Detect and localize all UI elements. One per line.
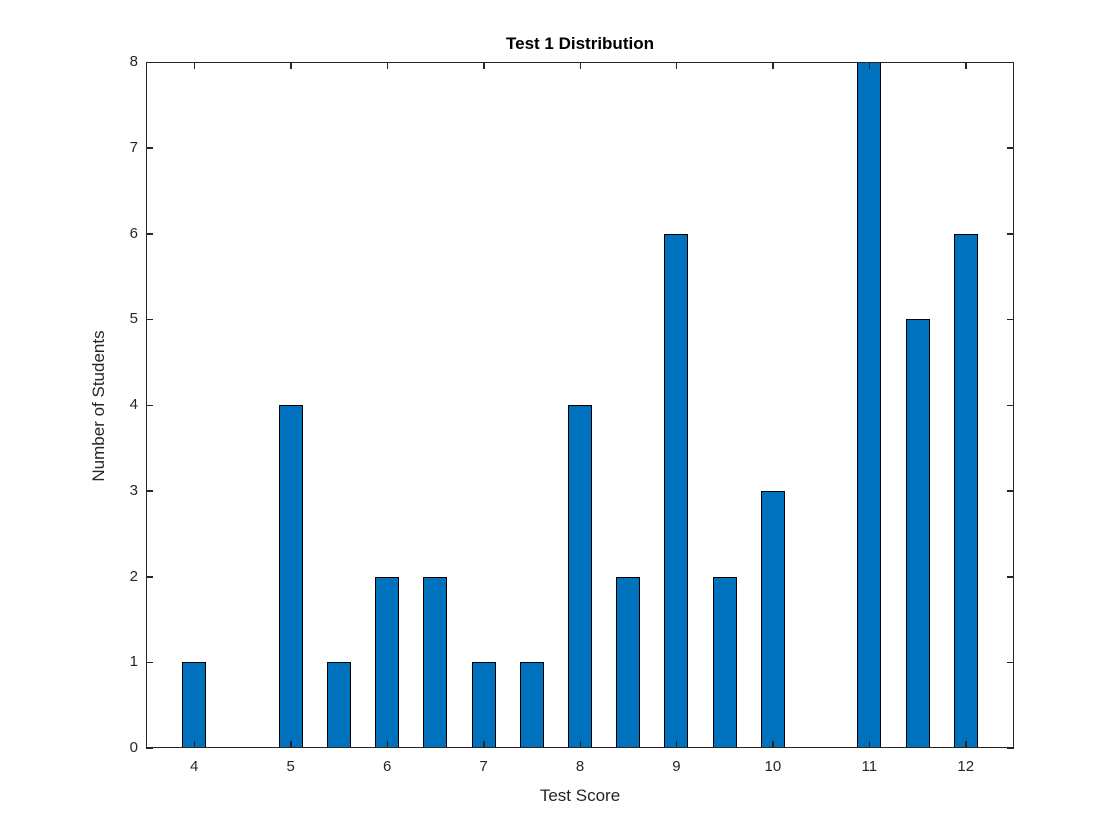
y-tick-left <box>146 490 153 492</box>
x-axis-label: Test Score <box>539 786 621 805</box>
x-tick-top <box>772 62 774 69</box>
x-tick-top <box>483 62 485 69</box>
x-tick-bottom <box>772 741 774 748</box>
y-tick-left <box>146 576 153 578</box>
y-tick-label-3: 3 <box>129 481 138 499</box>
y-tick-label-6: 6 <box>129 224 138 242</box>
x-tick-bottom <box>386 741 389 748</box>
y-tick-right <box>1007 233 1014 235</box>
bar-x-11 <box>857 62 882 748</box>
x-tick-label-9: 9 <box>672 758 681 775</box>
x-tick-label-7: 7 <box>479 758 488 775</box>
x-tick-top <box>965 62 967 69</box>
bar-x-5 <box>278 405 303 748</box>
y-tick-left <box>146 61 153 63</box>
y-tick-left <box>146 404 153 406</box>
x-tick-bottom <box>483 741 485 748</box>
x-tick-top <box>579 62 581 69</box>
y-tick-left <box>146 661 153 664</box>
bar-x-8 <box>567 405 593 748</box>
y-tick-left <box>146 233 153 235</box>
y-tick-right <box>1007 404 1014 406</box>
bar-x-12 <box>953 233 978 748</box>
x-tick-bottom <box>579 741 581 748</box>
bar-x-9 <box>664 233 689 748</box>
x-tick-bottom <box>290 741 292 748</box>
x-tick-bottom <box>965 741 967 748</box>
bar-x-8.5 <box>616 576 641 748</box>
x-tick-bottom <box>193 741 196 748</box>
bar-x-4 <box>182 662 207 748</box>
x-tick-label-6: 6 <box>382 758 392 775</box>
bar-x-7.5 <box>519 662 544 748</box>
x-tick-top <box>193 62 196 69</box>
bar-x-11.5 <box>905 319 930 748</box>
y-tick-left <box>146 747 153 749</box>
x-tick-label-4: 4 <box>190 758 199 775</box>
x-tick-label-11: 11 <box>861 758 878 775</box>
x-tick-label-5: 5 <box>286 758 295 775</box>
bar-x-7 <box>471 662 496 748</box>
y-tick-label-7: 7 <box>129 138 138 156</box>
y-tick-right <box>1007 318 1014 321</box>
x-tick-label-8: 8 <box>575 758 585 775</box>
x-tick-top <box>290 62 292 69</box>
x-tick-top <box>675 62 678 69</box>
bar-x-6.5 <box>423 576 448 748</box>
x-tick-top <box>386 62 389 69</box>
x-tick-top <box>868 62 871 69</box>
y-tick-right <box>1007 576 1014 578</box>
y-tick-right <box>1007 661 1014 664</box>
bar-x-9.5 <box>712 576 737 748</box>
bar-x-10 <box>760 490 785 748</box>
y-tick-left <box>146 318 153 321</box>
chart-title: Test 1 Distribution <box>506 34 654 53</box>
y-tick-right <box>1007 147 1014 149</box>
y-tick-label-0: 0 <box>129 739 138 756</box>
x-tick-bottom <box>868 741 871 748</box>
y-tick-right <box>1007 61 1014 63</box>
y-tick-label-2: 2 <box>129 567 138 585</box>
y-tick-label-5: 5 <box>129 310 138 328</box>
y-tick-right <box>1007 490 1014 492</box>
y-tick-left <box>146 147 153 149</box>
x-tick-bottom <box>675 741 678 748</box>
x-tick-label-12: 12 <box>957 758 975 775</box>
y-tick-label-1: 1 <box>129 653 138 671</box>
y-tick-label-4: 4 <box>129 396 138 413</box>
bar-x-5.5 <box>326 662 351 748</box>
x-tick-label-10: 10 <box>764 758 782 775</box>
y-tick-right <box>1007 747 1014 749</box>
bar-x-6 <box>375 576 400 748</box>
y-tick-label-8: 8 <box>129 53 138 70</box>
